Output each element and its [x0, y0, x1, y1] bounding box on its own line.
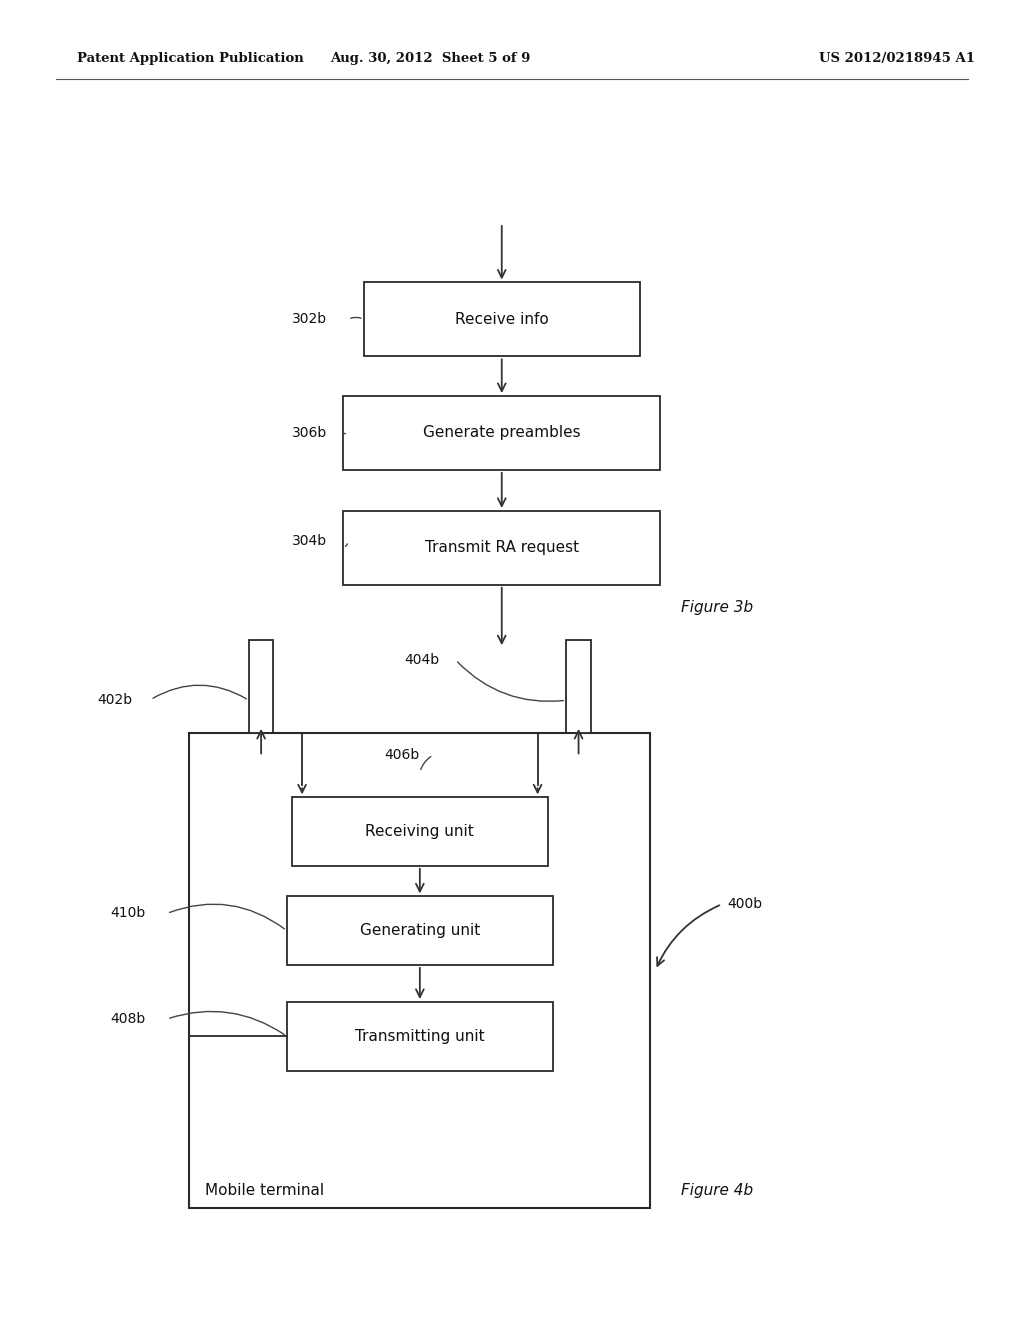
Text: Receiving unit: Receiving unit	[366, 824, 474, 840]
Text: Figure 4b: Figure 4b	[681, 1183, 753, 1199]
Bar	[343, 396, 660, 470]
Text: 400b: 400b	[727, 898, 762, 911]
Text: Generating unit: Generating unit	[359, 923, 480, 939]
Text: 404b: 404b	[404, 653, 439, 667]
Bar	[189, 733, 650, 1208]
Text: Transmitting unit: Transmitting unit	[355, 1028, 484, 1044]
Bar	[287, 896, 553, 965]
Bar	[343, 511, 660, 585]
Text: US 2012/0218945 A1: US 2012/0218945 A1	[819, 51, 975, 65]
Text: Mobile terminal: Mobile terminal	[205, 1183, 324, 1199]
Bar	[249, 640, 273, 733]
Text: 402b: 402b	[97, 693, 132, 706]
Text: Transmit RA request: Transmit RA request	[425, 540, 579, 556]
Text: 408b: 408b	[111, 1012, 145, 1026]
Bar	[292, 797, 548, 866]
Bar	[364, 282, 640, 356]
Bar	[287, 1002, 553, 1071]
Text: 306b: 306b	[292, 426, 327, 440]
Text: 302b: 302b	[292, 313, 327, 326]
Text: 410b: 410b	[111, 907, 145, 920]
Text: Figure 3b: Figure 3b	[681, 599, 753, 615]
Text: Receive info: Receive info	[455, 312, 549, 327]
Text: Generate preambles: Generate preambles	[423, 425, 581, 441]
Text: Patent Application Publication: Patent Application Publication	[77, 51, 303, 65]
Text: Aug. 30, 2012  Sheet 5 of 9: Aug. 30, 2012 Sheet 5 of 9	[330, 51, 530, 65]
Bar	[566, 640, 591, 733]
Text: 304b: 304b	[292, 535, 327, 548]
Text: 406b: 406b	[384, 748, 419, 762]
